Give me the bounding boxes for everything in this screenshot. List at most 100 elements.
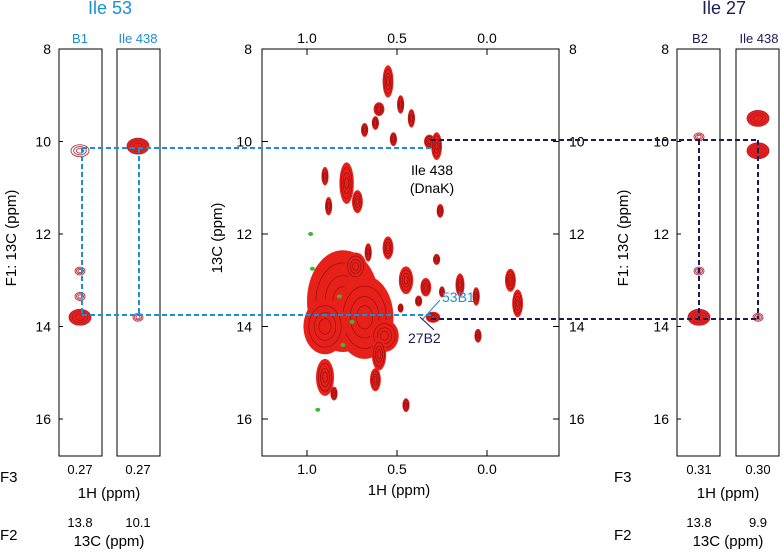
center-spectrum-axes: 8 8 10 10 12 12 14 14 16 16 1.0 1.0 0.5 0.5 0.0 0.0 [236, 30, 584, 477]
center-peak-contour-14-2 [435, 257, 438, 262]
center-peak-contour-4-2 [374, 120, 377, 126]
strip-b1-frame [58, 48, 103, 457]
center-peak-contour-37-1 [403, 401, 409, 409]
ile53-group-title: Ile 53 [88, 0, 132, 18]
left-strip-y-axis: 8 10 12 14 16 [35, 41, 63, 427]
center-peak-22 [505, 268, 516, 292]
right-f2-label: F2 [614, 527, 632, 544]
strip-peak-contour-0-0-1-1 [71, 311, 89, 324]
ile53-connectors [81, 147, 431, 316]
strip-b1-label: B1 [72, 31, 88, 46]
center-peak-21 [439, 286, 445, 298]
center-peak-17 [398, 266, 414, 295]
center-peak-fill-27 [474, 328, 482, 343]
center-peak-fill-24 [415, 295, 423, 307]
center-peak-contour-3-2 [410, 115, 413, 122]
center-peak-5 [361, 123, 369, 137]
strip-peak-contour-0-1-1-2 [135, 315, 141, 320]
center-peak-contour-15-0 [383, 238, 393, 257]
center-peak-contour-35-2 [322, 371, 328, 383]
center-peak-19 [455, 273, 465, 297]
center-peak-contour-21-2 [440, 289, 444, 294]
strip-peak-contour-0-0-2-0 [74, 266, 86, 276]
center-peak-contour-5-0 [361, 124, 368, 136]
center-peak-contour-0-2 [386, 76, 390, 87]
center-peak-16 [364, 243, 372, 262]
center-peak-contour-17-1 [402, 273, 410, 288]
center-peak-contour-15-1 [384, 241, 391, 254]
strip-peak-0-0-0 [70, 144, 90, 158]
center-peak-2 [373, 102, 385, 117]
center-peak-contour-30-0 [308, 305, 342, 348]
center-peak-fill-6 [389, 132, 397, 147]
center-peak-contour-23-2 [515, 299, 520, 308]
center-peak-34 [370, 368, 381, 392]
right-strip-ytick-label-0: 8 [661, 41, 669, 57]
center-peak-fill-25 [397, 303, 404, 313]
center-peak-contour-9-1 [322, 171, 328, 182]
center-peak-contour-32-1 [349, 259, 362, 274]
center-peak-fill-3 [407, 109, 415, 128]
center-peak-contour-35-1 [320, 367, 330, 387]
center-peak-contour-2-2 [377, 106, 381, 112]
strip-b2-f3: 0.31 [686, 462, 711, 477]
center-peak-fill-13 [436, 203, 444, 218]
center-peak-contour-6-2 [392, 136, 395, 142]
center-peak-fill-32 [344, 252, 367, 281]
annotation-27b2: 27B2 [408, 330, 441, 346]
center-peak-contour-29-2 [356, 305, 373, 330]
center-peak-fill-14 [433, 253, 441, 265]
center-peak-contour-37-0 [402, 399, 409, 411]
center-peak-contour-22-1 [507, 274, 514, 287]
center-x-axis-label: 1H (ppm) [368, 482, 431, 499]
center-peak-contour-13-2 [438, 208, 442, 214]
center-peak-contour-13-1 [438, 207, 443, 215]
center-peak-contour-18-0 [421, 279, 431, 295]
center-peak-contour-12-0 [325, 199, 332, 214]
strip-peak-contour-1-1-2-2 [753, 114, 763, 122]
center-peak-0 [382, 65, 394, 98]
center-peak-23 [512, 289, 523, 318]
center-peak-fill-20 [472, 287, 480, 306]
center-peak-contour-25-1 [398, 305, 403, 311]
center-negative-peak-2 [336, 294, 342, 299]
center-peak-fill-12 [325, 197, 333, 216]
center-peak-fill-17 [398, 266, 414, 295]
center-peak-contour-16-1 [366, 247, 371, 258]
center-peak-contour-5-1 [362, 126, 367, 134]
center-negative-peak-1 [309, 266, 315, 271]
strip-ile27-ile438-f3: 0.30 [745, 462, 770, 477]
center-peaks [303, 65, 523, 413]
right-strip-y-axis-label: F1: 13C (ppm) [615, 190, 632, 287]
center-peak-fill-36 [330, 386, 338, 401]
strip-ile53-ile438-label: Ile 438 [118, 31, 157, 46]
strip-peak-contour-1-1-2-1 [749, 112, 767, 125]
strip-peak-contour-0-0-0-2 [76, 147, 85, 154]
center-ytick-label-right-4: 16 [569, 411, 585, 427]
center-peak-contour-10-1 [342, 172, 351, 194]
strip-peak-contour-1-0-1-2 [694, 313, 704, 321]
center-negative-peak-5 [315, 407, 321, 412]
right-f2-axis-label: 13C (ppm) [693, 533, 764, 550]
center-xtick-label-bottom-2: 0.0 [477, 461, 497, 477]
center-peak-contour-6-1 [391, 135, 396, 143]
strip-b1-f2: 13.8 [67, 515, 92, 530]
center-peak-contour-8-0 [432, 135, 441, 157]
ile27-connectors [431, 139, 759, 320]
strip-peak-contour-0-0-3-0 [74, 292, 86, 301]
right-f3-label: F3 [614, 469, 632, 486]
right-strip-ytick-label-4: 16 [653, 411, 669, 427]
center-peak-27 [474, 328, 482, 343]
strip-peak-contour-1-1-1-1 [754, 314, 762, 321]
center-peak-contour-29-1 [349, 296, 380, 339]
center-peak-fill-23 [512, 289, 523, 318]
center-peak-fill-4 [371, 116, 379, 130]
center-peak-6 [389, 132, 397, 147]
center-peak-contour-36-1 [331, 389, 337, 398]
center-peak-contour-24-0 [415, 296, 422, 306]
center-peak-fill-1 [397, 95, 405, 114]
center-peak-contour-18-1 [422, 282, 429, 293]
annotation-53b1-leader [421, 299, 441, 321]
center-peak-contour-30-1 [313, 312, 337, 341]
